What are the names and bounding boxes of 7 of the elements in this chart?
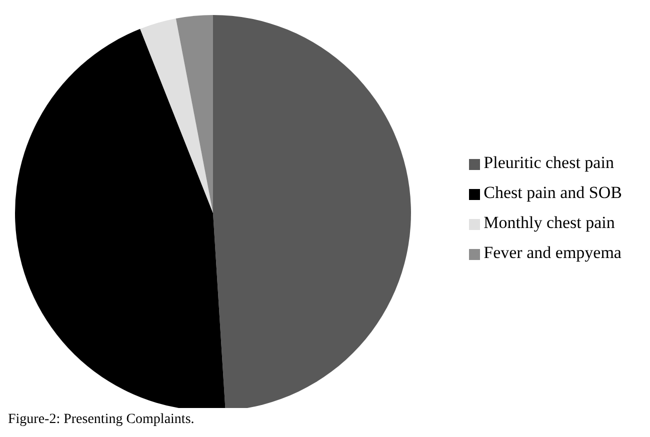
legend-label: Chest pain and SOB — [484, 183, 622, 202]
pie-slice — [140, 18, 213, 213]
legend-label: Fever and empyema — [484, 243, 622, 262]
text: Figure-2: Presenting Complaints. — [8, 412, 196, 428]
legend-label: Pleuritic chest pain — [484, 153, 614, 172]
pie-slice — [176, 15, 213, 213]
legend-label: Monthly chest pain — [484, 213, 615, 232]
